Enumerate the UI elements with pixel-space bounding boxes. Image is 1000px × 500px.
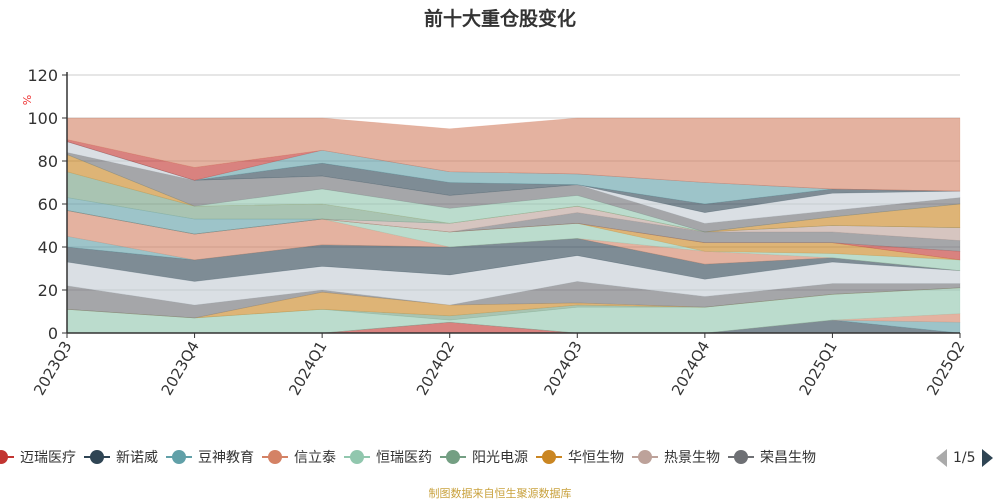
legend-label: 荣昌生物 [760,450,816,466]
y-tick-label: 100 [27,109,58,128]
legend-label: 信立泰 [294,450,336,466]
x-tick-label: 2024Q4 [668,338,713,399]
legend-marker-icon [536,450,562,464]
legend-label: 迈瑞医疗 [20,450,76,466]
y-tick-label: 80 [38,152,58,171]
legend-label: 恒瑞医药 [376,450,432,466]
area-series-8 [66,255,961,306]
y-tick-label: 20 [38,281,58,300]
legend-item[interactable]: 华恒生物 [536,447,624,467]
legend-label: 华恒生物 [568,450,624,466]
legend: 迈瑞医疗 新诺威 豆神教育 信立泰 恒瑞医药 阳光电源 华恒生物 热景生物 荣昌生物 [0,447,928,473]
legend-item[interactable]: 阳光电源 [440,447,528,467]
x-tick-label: 2023Q3 [30,338,75,399]
area-series-26 [66,117,961,192]
legend-marker-icon [728,450,754,464]
area-series-12 [66,210,961,271]
source-note: 制图数据来自恒生聚源数据库 [428,487,572,500]
y-tick-label: 40 [38,238,58,257]
x-tick-label: 2024Q1 [285,338,330,399]
legend-marker-icon [0,450,14,464]
legend-item[interactable]: 恒瑞医药 [344,447,432,467]
area-series-7 [66,281,961,319]
legend-item[interactable]: 新诺威 [84,447,158,467]
legend-page-indicator: 1/5 [953,450,976,466]
legend-next-icon[interactable] [981,449,993,467]
legend-marker-icon [632,450,658,464]
x-tick-label: 2023Q4 [158,338,203,399]
legend-label: 热景生物 [664,450,720,466]
legend-marker-icon [84,450,110,464]
legend-item[interactable]: 豆神教育 [166,447,254,467]
legend-label: 阳光电源 [472,450,528,466]
x-tick-label: 2024Q3 [540,338,585,399]
area-series-14 [66,210,961,261]
legend-marker-icon [262,450,288,464]
x-tick-label: 2025Q2 [923,338,968,399]
legend-marker-icon [166,450,192,464]
legend-marker-icon [440,450,466,464]
area-series-9 [66,238,961,282]
y-tick-label: 120 [27,66,58,85]
area-series-15 [66,210,961,252]
legend-item[interactable]: 热景生物 [632,447,720,467]
y-tick-label: 0 [48,324,58,343]
x-tick-label: 2025Q1 [796,338,841,399]
x-tick-label: 2024Q2 [413,338,458,399]
legend-prev-icon[interactable] [936,449,947,467]
chart-title: 前十大重仓股变化 [423,8,576,30]
legend-item[interactable]: 荣昌生物 [728,447,816,467]
legend-item[interactable]: 信立泰 [262,447,336,467]
stacked-area-chart: 0 20 40 60 80 100 120% 2023Q3 2023Q4 2024Q1 2024Q2… [21,66,968,399]
y-axis-label: % [21,95,34,105]
y-tick-label: 60 [38,195,58,214]
legend-marker-icon [344,450,370,464]
legend-label: 豆神教育 [198,450,254,466]
legend-item[interactable]: 迈瑞医疗 [0,447,76,467]
area-series-21 [66,152,961,233]
legend-pager: 1/5 [936,449,993,467]
legend-label: 新诺威 [116,450,158,466]
